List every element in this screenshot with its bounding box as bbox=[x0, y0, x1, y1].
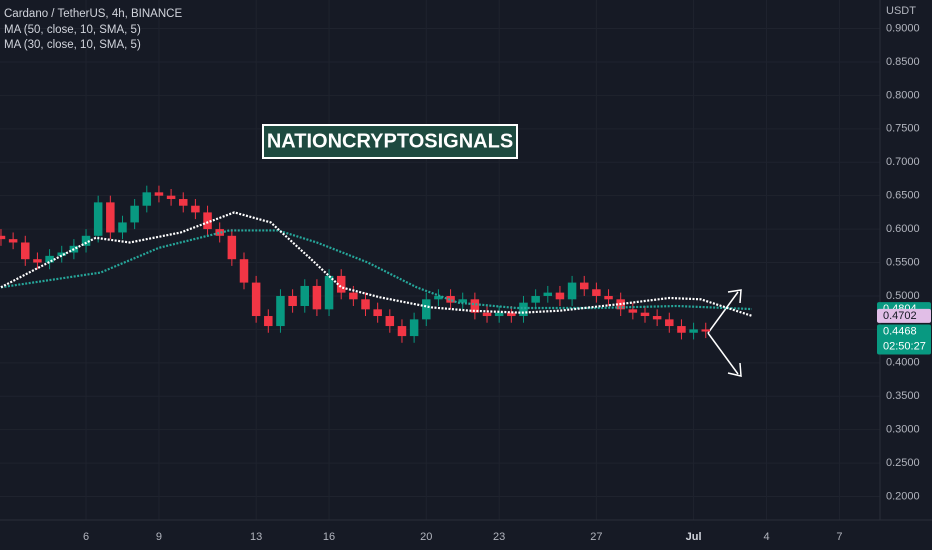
x-tick-label: 4 bbox=[763, 531, 769, 543]
y-tick-label: 0.2000 bbox=[886, 490, 920, 502]
candle-body bbox=[154, 192, 164, 196]
countdown: 02:50:27 bbox=[883, 340, 926, 352]
y-tick-label: 0.4000 bbox=[886, 357, 920, 369]
candle-body bbox=[458, 299, 467, 303]
candle-body bbox=[324, 275, 334, 310]
candle-body bbox=[288, 295, 297, 306]
y-tick-label: 0.8000 bbox=[886, 89, 920, 101]
y-tick-label: 0.3500 bbox=[886, 390, 920, 402]
candle-body bbox=[336, 275, 346, 293]
candle-body bbox=[130, 205, 139, 223]
candle-body bbox=[677, 326, 686, 333]
arrow-up bbox=[707, 289, 742, 334]
candle-body bbox=[701, 329, 711, 332]
y-tick-label: 0.3000 bbox=[886, 424, 920, 436]
x-tick-label: 23 bbox=[493, 531, 505, 543]
candle-body bbox=[239, 259, 249, 283]
candle-body bbox=[507, 312, 516, 317]
y-tick-label: 0.6000 bbox=[886, 223, 920, 235]
candle-body bbox=[106, 202, 115, 233]
price-label: 0.4468 bbox=[883, 325, 917, 337]
candle-body bbox=[579, 282, 589, 290]
arrow-down bbox=[707, 332, 742, 377]
ma-line bbox=[0, 211, 753, 317]
candle-body bbox=[21, 242, 30, 260]
candle-body bbox=[434, 295, 443, 300]
watermark-box bbox=[262, 124, 518, 159]
y-tick-label: 0.8500 bbox=[886, 56, 920, 68]
candle-body bbox=[628, 309, 638, 313]
candle-body bbox=[227, 235, 237, 260]
candle-body bbox=[33, 259, 42, 263]
y-tick-label: 0.9000 bbox=[886, 22, 920, 34]
candle-body bbox=[166, 195, 176, 200]
candle-body bbox=[555, 292, 565, 300]
candle-body bbox=[0, 235, 6, 240]
candle-body bbox=[361, 299, 370, 310]
legend-entry: MA (30, close, 10, SMA, 5) bbox=[4, 39, 141, 51]
candle-body bbox=[482, 312, 492, 317]
candle-body bbox=[446, 295, 455, 303]
candle-body bbox=[397, 326, 407, 337]
candle-body bbox=[592, 289, 601, 296]
candle-body bbox=[385, 316, 395, 327]
price-label: 0.4702 bbox=[883, 310, 917, 322]
candle-body bbox=[203, 212, 212, 230]
candle-body bbox=[543, 292, 553, 296]
candle-body bbox=[251, 282, 261, 317]
candle-body bbox=[494, 312, 504, 317]
grid bbox=[0, 0, 880, 520]
y-tick-label: 0.5500 bbox=[886, 256, 920, 268]
y-tick-label: 0.2500 bbox=[886, 457, 920, 469]
x-tick-label: Jul bbox=[686, 531, 702, 543]
candle-body bbox=[8, 239, 18, 243]
y-tick-label: 0.6500 bbox=[886, 190, 920, 202]
watermark: NATIONCRYPTOSIGNALS bbox=[267, 130, 513, 152]
candle-body bbox=[142, 192, 152, 206]
candle-body bbox=[264, 316, 273, 327]
currency-label: USDT bbox=[886, 5, 916, 17]
candle-body bbox=[567, 282, 577, 300]
candle-body bbox=[57, 252, 66, 256]
candle-body bbox=[191, 205, 200, 213]
arrows bbox=[707, 289, 742, 377]
candle-body bbox=[312, 285, 322, 310]
candle-body bbox=[276, 295, 285, 327]
candle-body bbox=[422, 299, 431, 320]
candle-body bbox=[118, 222, 127, 233]
chart-title: Cardano / TetherUS, 4h, BINANCE bbox=[4, 8, 182, 20]
y-tick-label: 0.7500 bbox=[886, 123, 920, 135]
y-tick-label: 0.5000 bbox=[886, 290, 920, 302]
candle-body bbox=[665, 319, 674, 327]
candle-body bbox=[640, 312, 650, 317]
candle-body bbox=[604, 295, 613, 300]
x-tick-label: 6 bbox=[83, 531, 89, 543]
x-tick-label: 9 bbox=[156, 531, 162, 543]
candle-body bbox=[349, 292, 358, 300]
x-tick-label: 7 bbox=[836, 531, 842, 543]
x-tick-label: 20 bbox=[420, 531, 432, 543]
candle-body bbox=[300, 285, 310, 306]
x-tick-label: 27 bbox=[590, 531, 602, 543]
candle-body bbox=[81, 235, 91, 246]
price-label-bg bbox=[877, 324, 931, 355]
candle-body bbox=[373, 309, 382, 317]
candle-body bbox=[215, 229, 224, 236]
y-tick-label: 0.7000 bbox=[886, 156, 920, 168]
candle-body bbox=[409, 319, 419, 337]
candle-body bbox=[652, 316, 662, 320]
candle-body bbox=[45, 255, 54, 263]
candle-body bbox=[470, 299, 480, 313]
candle-body bbox=[689, 329, 698, 333]
x-tick-label: 13 bbox=[250, 531, 262, 543]
price-label-bg bbox=[877, 308, 931, 323]
legend-entry: MA (50, close, 10, SMA, 5) bbox=[4, 24, 141, 36]
candle-body bbox=[178, 199, 188, 206]
candle-body bbox=[93, 202, 103, 236]
x-tick-label: 16 bbox=[323, 531, 335, 543]
candle-body bbox=[531, 295, 540, 303]
candle-body bbox=[519, 302, 528, 317]
